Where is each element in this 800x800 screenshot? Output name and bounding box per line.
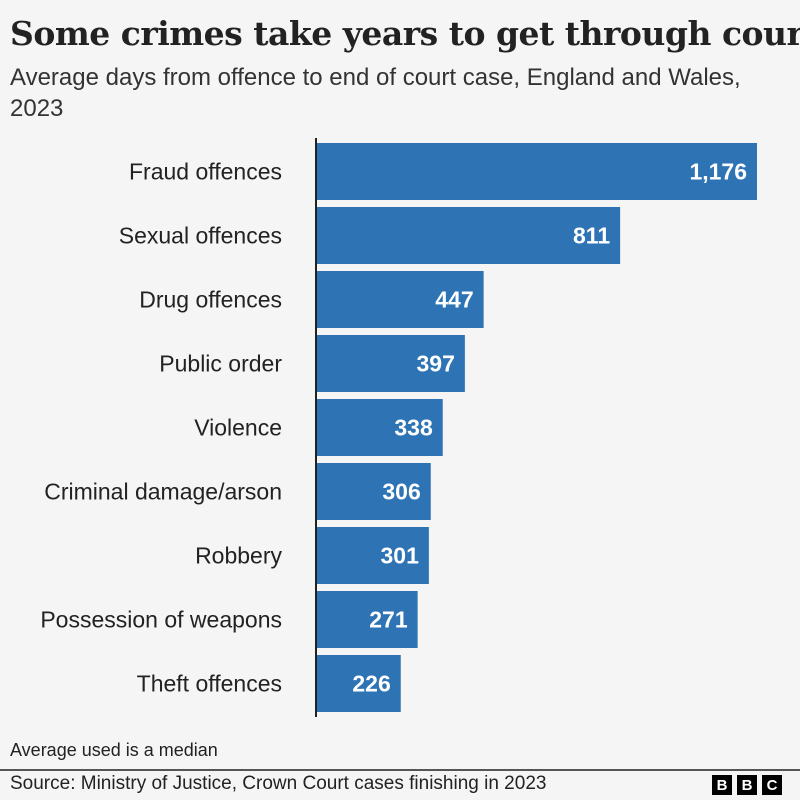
value-label: 397 (417, 351, 455, 377)
bar (316, 463, 431, 520)
bar (316, 335, 465, 392)
logo-letter: C (762, 775, 782, 795)
value-label: 811 (573, 223, 610, 249)
footnote: Average used is a median (10, 740, 218, 760)
category-label: Drug offences (139, 287, 282, 313)
chart-subtitle: Average days from offence to end of cour… (10, 64, 741, 122)
category-label: Possession of weapons (40, 607, 282, 633)
value-label: 226 (352, 671, 390, 697)
category-label: Violence (194, 415, 282, 441)
bar (316, 527, 429, 584)
bar (316, 655, 401, 712)
category-label: Sexual offences (119, 223, 282, 249)
value-label: 447 (435, 287, 473, 313)
bar (316, 591, 418, 648)
chart-title: Some crimes take years to get through co… (10, 14, 800, 53)
bar (316, 399, 443, 456)
value-label: 271 (369, 607, 408, 633)
bar (316, 207, 621, 264)
value-label: 338 (394, 415, 433, 441)
category-label: Fraud offences (129, 159, 282, 185)
source-text: Source: Ministry of Justice, Crown Court… (10, 773, 547, 794)
category-label: Theft offences (137, 671, 282, 697)
category-label: Criminal damage/arson (44, 479, 282, 505)
bar (316, 143, 757, 200)
value-label: 306 (382, 479, 420, 505)
category-label: Public order (159, 351, 282, 377)
bar-chart: Fraud offences 1,176 Sexual offences 811 Dru… (40, 138, 757, 717)
bar (316, 271, 484, 328)
value-label: 1,176 (689, 159, 747, 185)
bbc-logo: B B C (712, 775, 782, 795)
logo-letter: B (712, 775, 732, 795)
value-label: 301 (381, 543, 420, 569)
category-label: Robbery (195, 543, 282, 569)
divider (0, 769, 800, 771)
logo-letter: B (737, 775, 757, 795)
